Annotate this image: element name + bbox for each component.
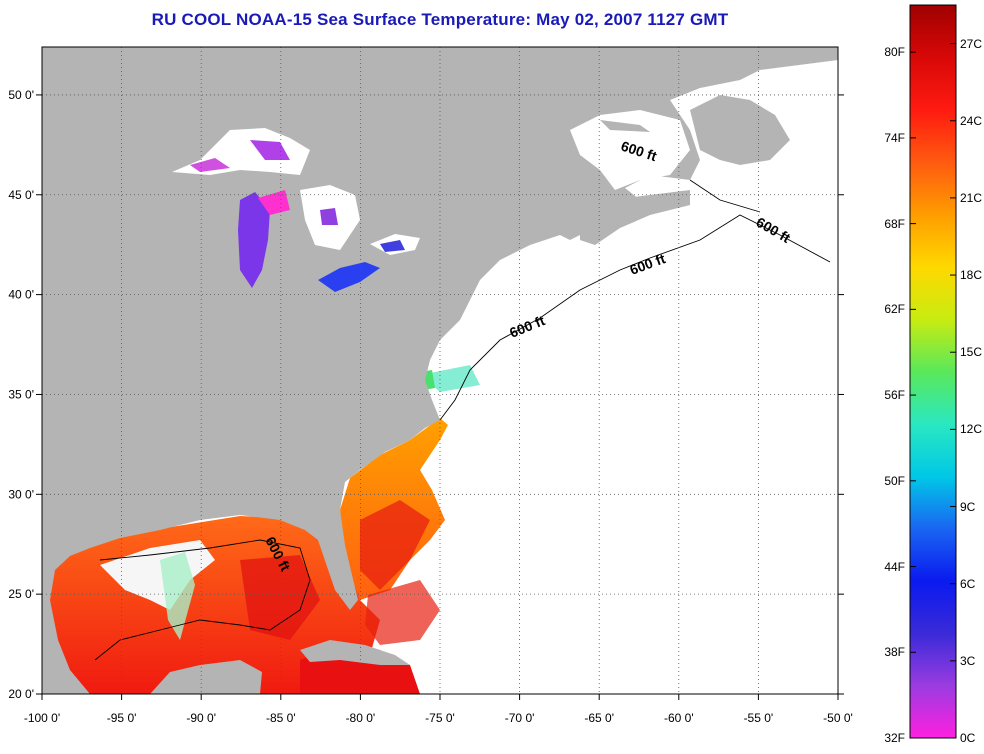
lat-tick-label: 35 0' bbox=[8, 387, 34, 401]
lake-superior-cold-2 bbox=[250, 140, 290, 160]
colorbar-ticks bbox=[910, 43, 956, 739]
fahrenheit-label: 62F bbox=[884, 302, 905, 317]
lon-tick-label: -95 0' bbox=[107, 711, 137, 725]
lon-tick-label: -50 0' bbox=[823, 711, 853, 725]
fahrenheit-label: 50F bbox=[884, 473, 905, 488]
lake-erie-sst bbox=[318, 262, 380, 292]
lon-tick-label: -65 0' bbox=[584, 711, 614, 725]
fahrenheit-label: 44F bbox=[884, 559, 905, 574]
mid-atlantic-cool-patch bbox=[420, 365, 480, 392]
anticosti-island bbox=[600, 120, 650, 132]
lat-tick-label: 30 0' bbox=[8, 487, 34, 501]
gulf-of-st-lawrence bbox=[570, 110, 690, 190]
lat-tick-label: 20 0' bbox=[8, 687, 34, 701]
lake-michigan-magenta bbox=[258, 190, 290, 215]
nova-scotia-land bbox=[580, 190, 690, 245]
lat-tick-label: 40 0' bbox=[8, 288, 34, 302]
cuba-land bbox=[300, 640, 410, 665]
lon-tick-label: -75 0' bbox=[425, 711, 455, 725]
lon-tick-label: -100 0' bbox=[24, 711, 60, 725]
latitude-ticks: 50 0' 45 0' 40 0' 35 0' 30 0' 25 0' 20 0' bbox=[8, 88, 844, 701]
lake-superior-cold bbox=[190, 158, 230, 172]
gulf-cyan-patch bbox=[160, 552, 195, 640]
lon-tick-label: -90 0' bbox=[186, 711, 216, 725]
longitude-ticks: -100 0' -95 0' -90 0' -85 0' -80 0' -75 0' -70… bbox=[24, 694, 853, 725]
fahrenheit-label: 68F bbox=[884, 216, 905, 231]
celsius-label: 15C bbox=[960, 345, 983, 360]
celsius-label: 12C bbox=[960, 422, 983, 437]
lake-ontario-cold bbox=[380, 240, 405, 252]
newfoundland-land bbox=[690, 95, 790, 165]
lon-tick-label: -80 0' bbox=[346, 711, 376, 725]
lon-tick-label: -55 0' bbox=[744, 711, 774, 725]
gulf-stream-red-scatter bbox=[360, 500, 430, 590]
bahamas-red-scatter bbox=[365, 580, 440, 645]
fahrenheit-label: 80F bbox=[884, 45, 905, 60]
depth-contour-gulf bbox=[94, 539, 311, 661]
celsius-label: 0C bbox=[960, 731, 976, 745]
lon-tick-label: -85 0' bbox=[266, 711, 296, 725]
lon-tick-label: -60 0' bbox=[664, 711, 694, 725]
colorbar bbox=[909, 4, 957, 739]
fahrenheit-label: 32F bbox=[884, 731, 905, 745]
map-title: RU COOL NOAA-15 Sea Surface Temperature:… bbox=[151, 10, 729, 29]
graticule bbox=[42, 47, 838, 694]
fahrenheit-label: 38F bbox=[884, 645, 905, 660]
celsius-label: 21C bbox=[960, 190, 983, 205]
lat-tick-label: 50 0' bbox=[8, 88, 34, 102]
celsius-label: 9C bbox=[960, 499, 976, 514]
lon-tick-label: -70 0' bbox=[505, 711, 535, 725]
celsius-label: 27C bbox=[960, 36, 983, 51]
fahrenheit-label: 74F bbox=[884, 130, 905, 145]
lake-huron-cold bbox=[320, 208, 338, 225]
depth-contour-scotian bbox=[689, 179, 761, 213]
celsius-label: 18C bbox=[960, 268, 983, 283]
gulf-warm-core bbox=[240, 555, 320, 640]
lat-tick-label: 45 0' bbox=[8, 188, 34, 202]
celsius-label: 24C bbox=[960, 113, 983, 128]
celsius-label: 3C bbox=[960, 653, 976, 668]
depth-contour-east-coast bbox=[439, 214, 831, 421]
celsius-label: 6C bbox=[960, 576, 976, 591]
lat-tick-label: 25 0' bbox=[8, 587, 34, 601]
yucatan-land bbox=[150, 660, 262, 694]
lake-michigan-sst bbox=[238, 192, 270, 288]
fahrenheit-label: 56F bbox=[884, 388, 905, 403]
